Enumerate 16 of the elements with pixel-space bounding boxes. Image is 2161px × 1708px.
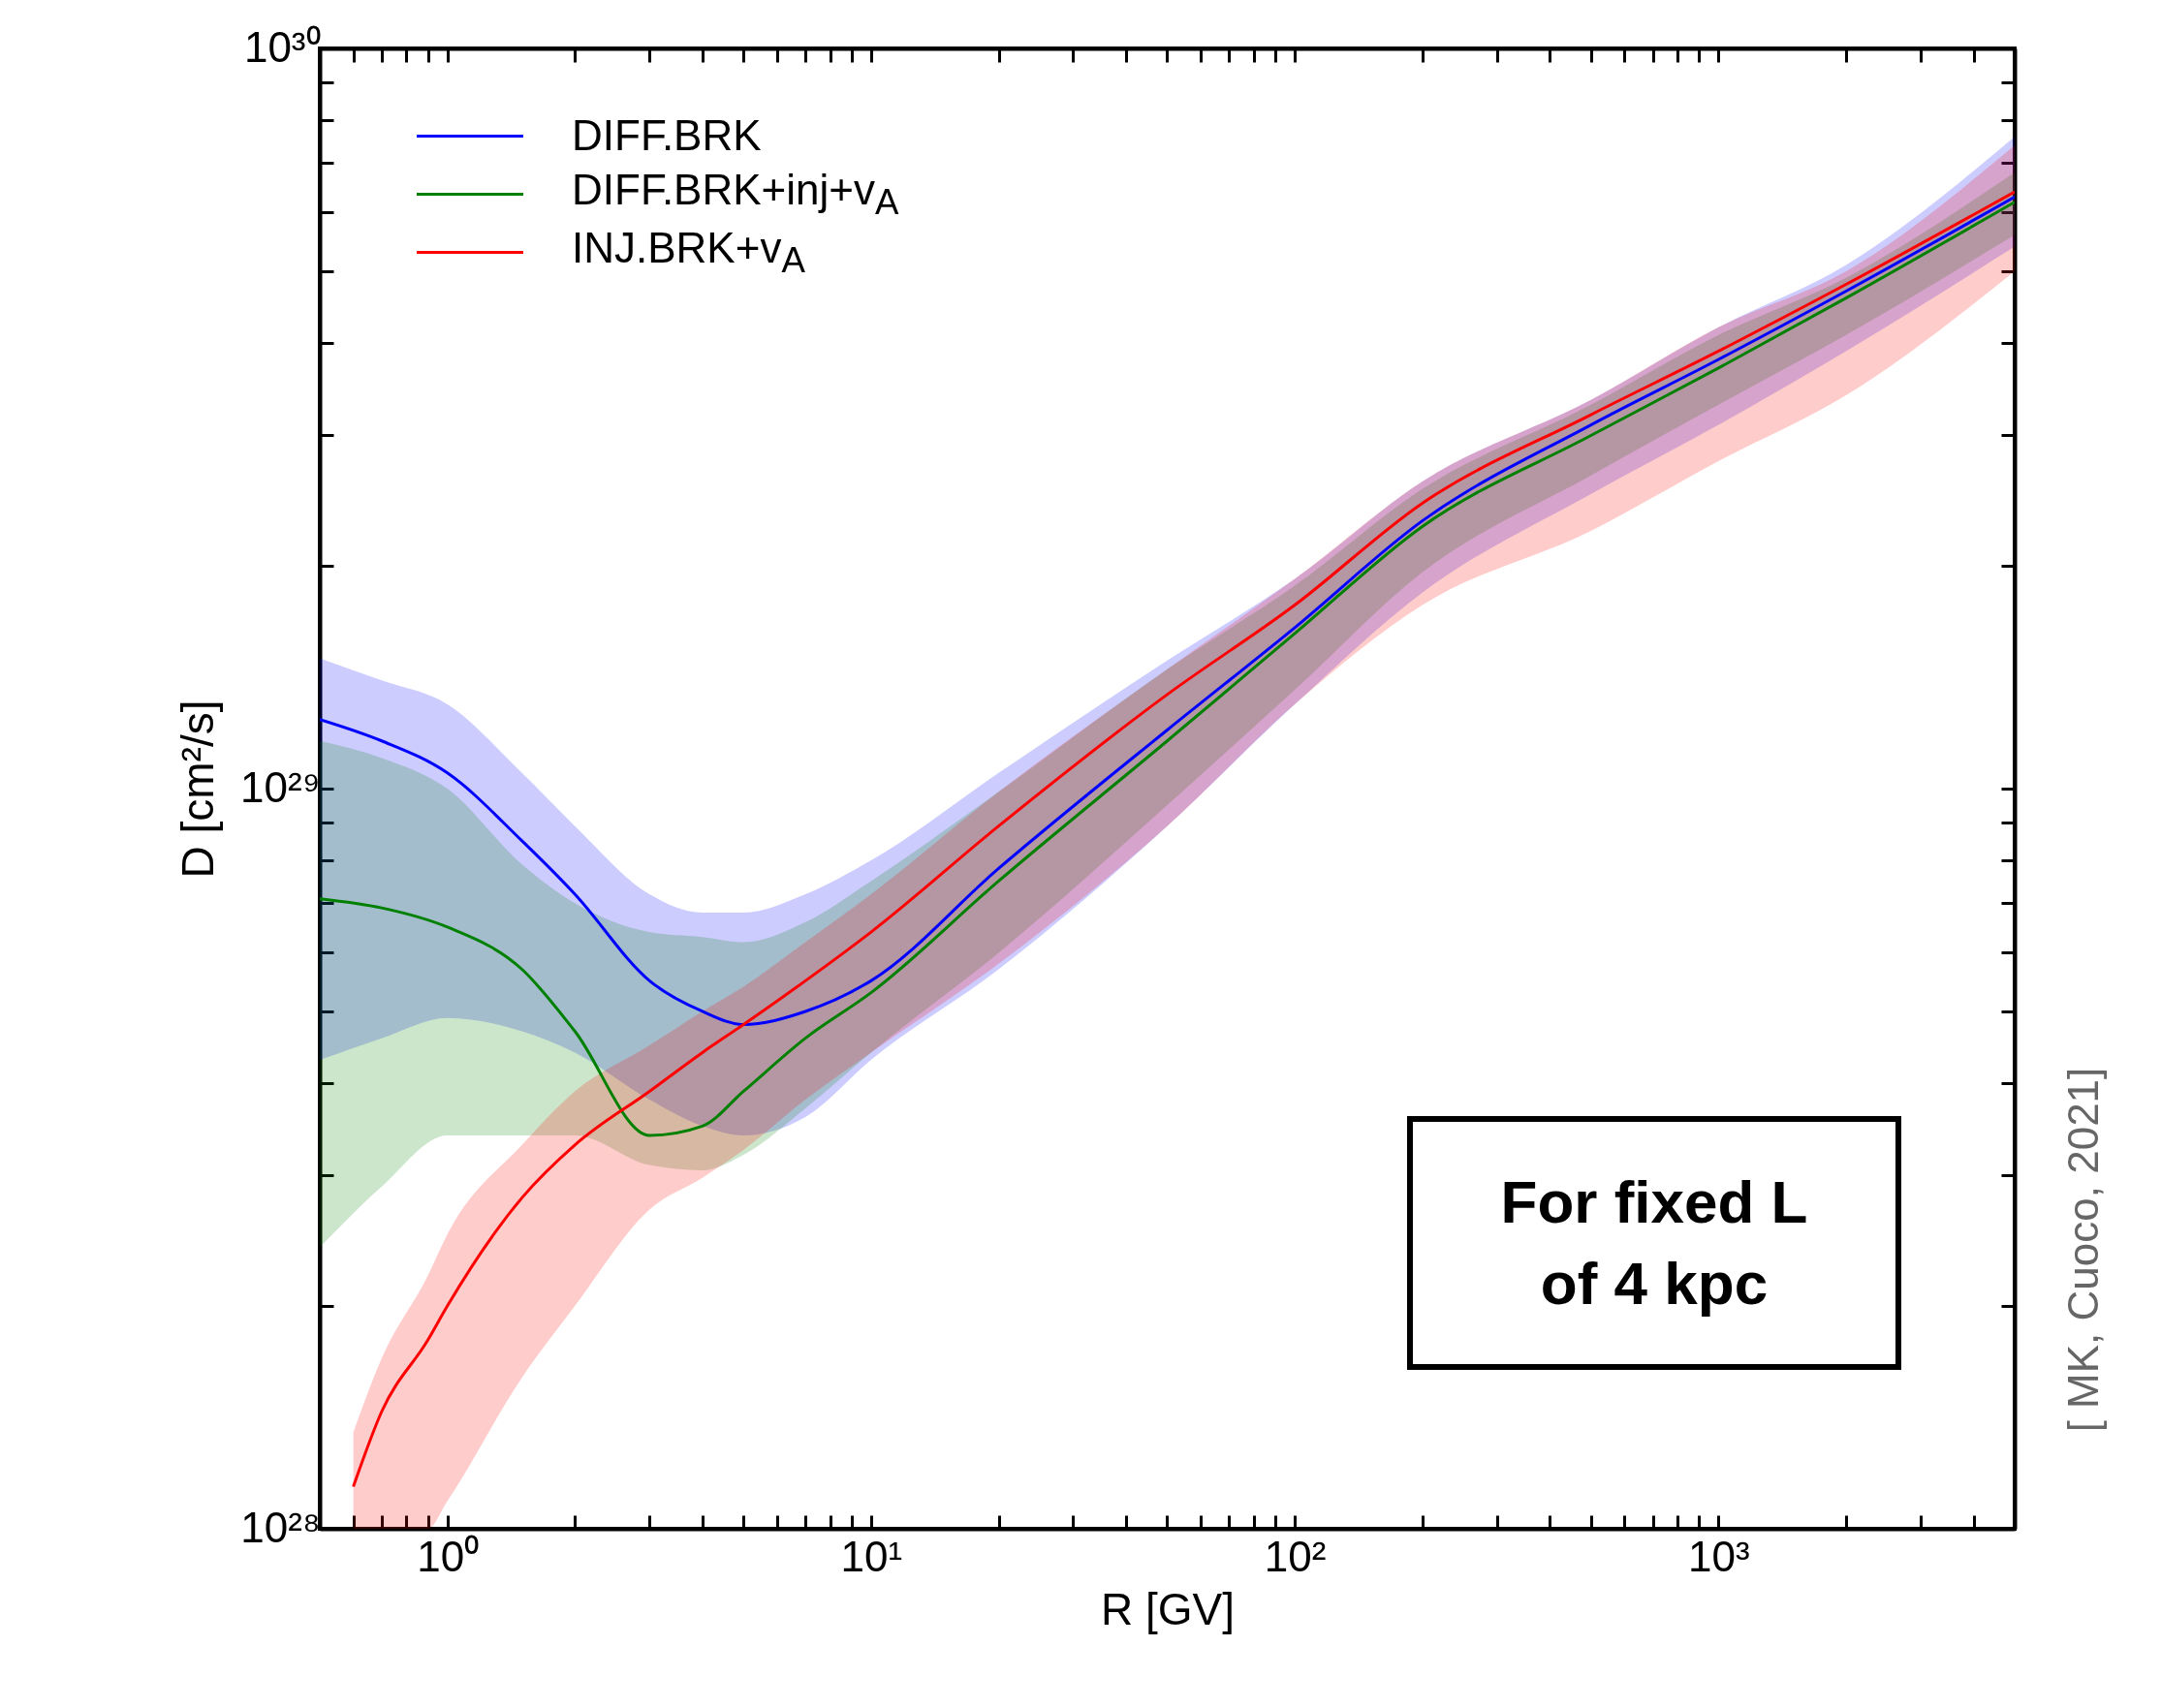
text: [ MK, Cuoco, 2021] xyxy=(2059,1067,2108,1433)
x-tick-label: 10¹ xyxy=(840,1532,903,1580)
text-box: For fixed L of 4 kpc xyxy=(1407,1116,1901,1370)
y-tick-label: 10³⁰ xyxy=(243,22,321,71)
legend-label: DIFF.BRK+inj+v$_{A}$ xyxy=(572,165,899,223)
x-axis-title: R [GV] xyxy=(1100,1583,1236,1634)
legend-label: DIFF.BRK xyxy=(572,111,762,160)
y-axis-title: D [cm²/s] xyxy=(172,699,224,879)
annotation: of 4 kpc xyxy=(1540,1249,1769,1319)
y-tick-label: 10²⁹ xyxy=(240,762,321,811)
legend-label: INJ.BRK+v$_{A}$ xyxy=(572,223,805,281)
y-tick-label: 10²⁸ xyxy=(240,1503,321,1551)
x-tick-label: 10³ xyxy=(1688,1532,1750,1580)
annotation: For fixed L xyxy=(1500,1167,1808,1238)
x-tick-label: 10² xyxy=(1264,1532,1327,1580)
x-tick-label: 10⁰ xyxy=(417,1532,480,1580)
